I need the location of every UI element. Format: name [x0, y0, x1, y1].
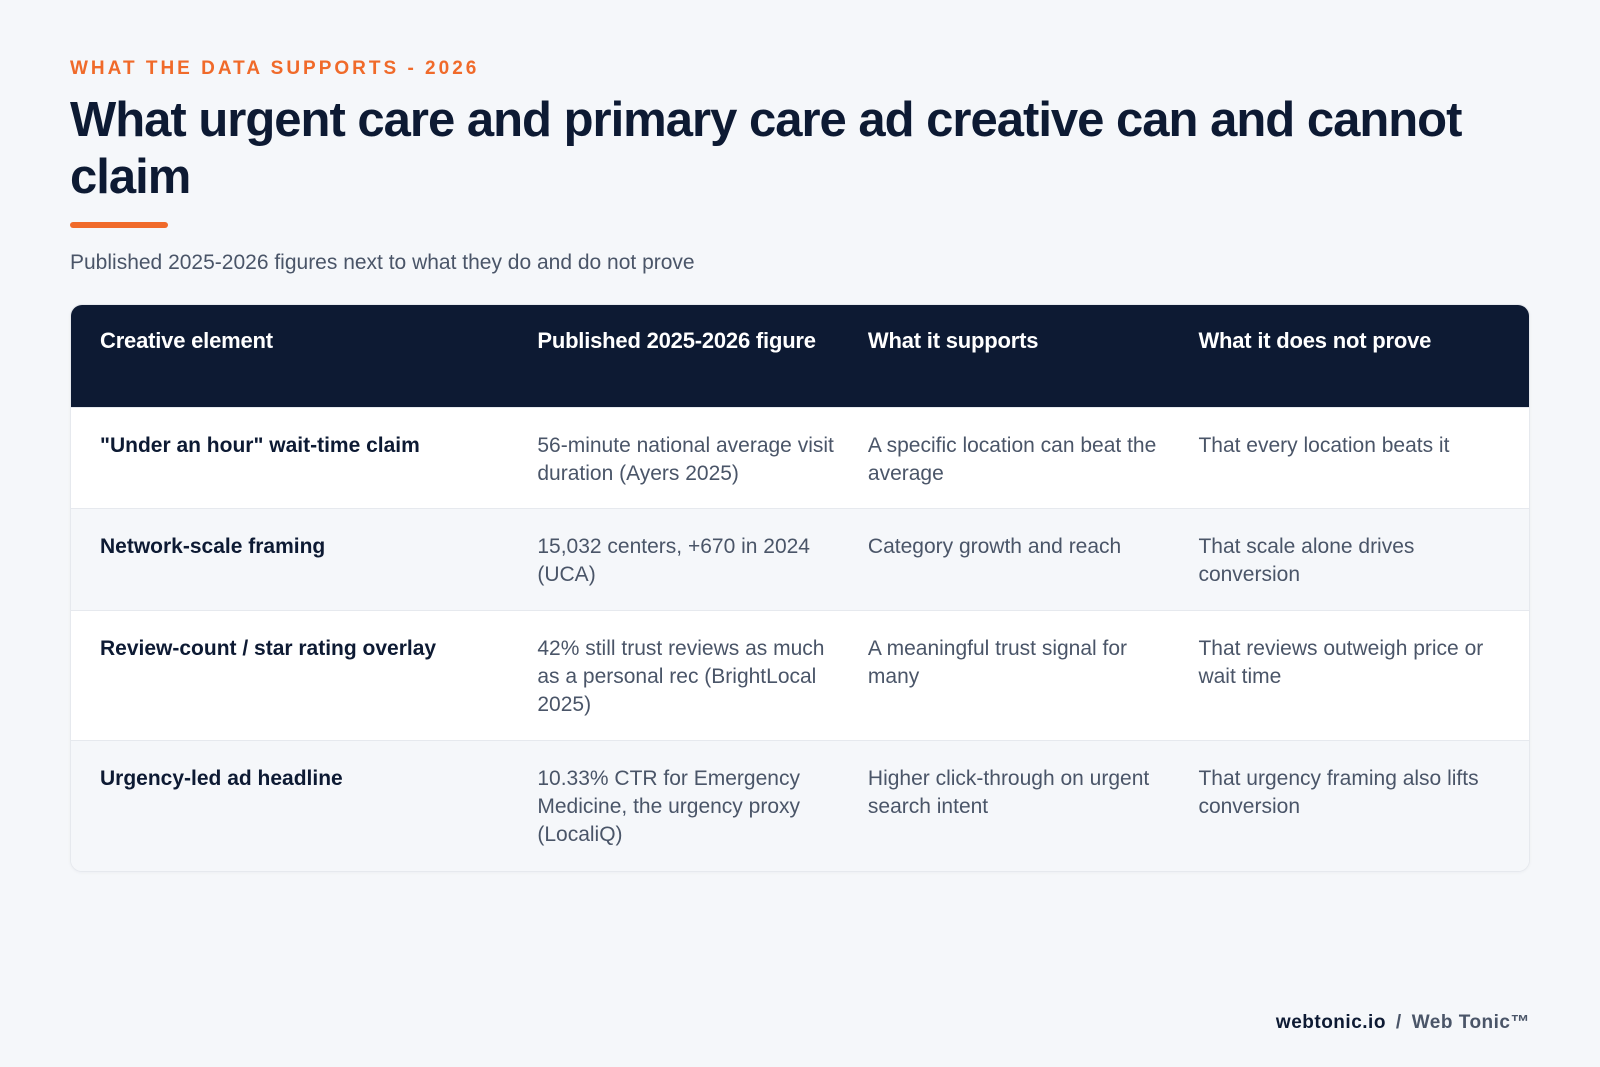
footer-credit: webtonic.io / Web Tonic™	[1276, 1012, 1530, 1034]
published-figure-cell: 42% still trust reviews as much as a per…	[537, 637, 825, 716]
creative-element-cell: "Under an hour" wait-time claim	[100, 434, 420, 457]
supports-cell: A meaningful trust signal for many	[867, 637, 1128, 688]
creative-element-cell: Network-scale framing	[100, 535, 326, 558]
footer-brand: Web Tonic™	[1411, 1012, 1530, 1033]
does-not-prove-cell: That urgency framing also lifts conversi…	[1198, 767, 1479, 818]
does-not-prove-cell: That scale alone drives conversion	[1198, 535, 1415, 586]
page-title: What urgent care and primary care ad cre…	[70, 93, 1462, 204]
title-accent-bar	[70, 222, 168, 228]
published-figure-cell: 15,032 centers, +670 in 2024 (UCA)	[537, 535, 810, 586]
column-header-creative-element: Creative element	[100, 328, 273, 353]
table-row: "Under an hour" wait-time claim 56-minut…	[71, 407, 1529, 508]
column-header-published-figure: Published 2025-2026 figure	[537, 328, 816, 353]
does-not-prove-cell: That reviews outweigh price or wait time	[1198, 637, 1484, 688]
published-figure-cell: 10.33% CTR for Emergency Medicine, the u…	[537, 767, 800, 846]
creative-element-cell: Review-count / star rating overlay	[100, 637, 437, 660]
does-not-prove-cell: That every location beats it	[1198, 434, 1450, 457]
column-header-what-it-supports: What it supports	[867, 328, 1039, 353]
table-row: Network-scale framing 15,032 centers, +6…	[71, 508, 1529, 610]
footer-separator: /	[1395, 1012, 1402, 1033]
eyebrow-label: WHAT THE DATA SUPPORTS - 2026	[70, 58, 480, 79]
supports-cell: A specific location can beat the average	[867, 434, 1157, 485]
supports-cell: Category growth and reach	[867, 535, 1122, 558]
table-row: Review-count / star rating overlay 42% s…	[71, 610, 1529, 740]
creative-element-cell: Urgency-led ad headline	[100, 767, 343, 790]
published-figure-cell: 56-minute national average visit duratio…	[537, 434, 834, 485]
claims-table: Creative element Published 2025-2026 fig…	[70, 304, 1530, 872]
page-subtitle: Published 2025-2026 figures next to what…	[70, 251, 695, 274]
table-row: Urgency-led ad headline 10.33% CTR for E…	[71, 740, 1529, 871]
supports-cell: Higher click-through on urgent search in…	[867, 767, 1150, 818]
footer-domain-link[interactable]: webtonic.io	[1275, 1012, 1386, 1033]
column-header-what-it-does-not-prove: What it does not prove	[1198, 328, 1432, 353]
table-header-row: Creative element Published 2025-2026 fig…	[71, 305, 1529, 407]
